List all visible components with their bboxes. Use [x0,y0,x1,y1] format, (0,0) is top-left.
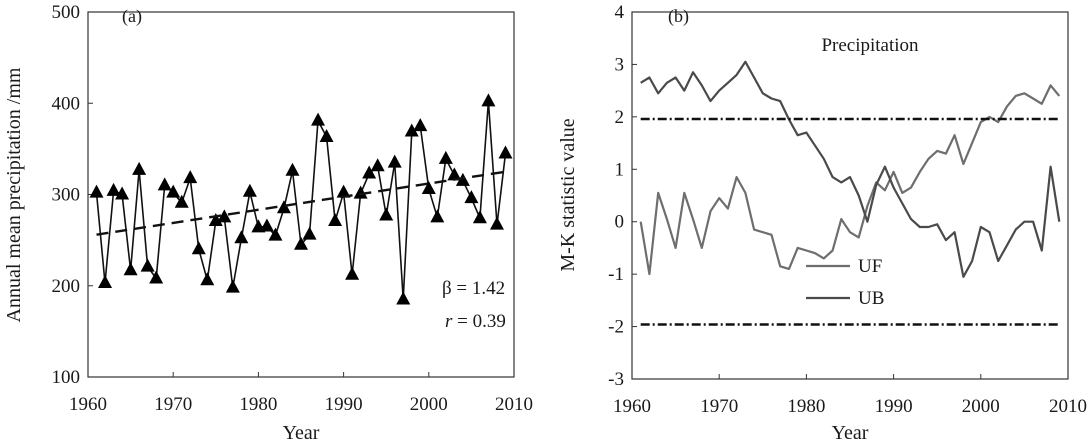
legend-ub-label: UB [858,288,884,309]
panel-a-r-annotation: r = 0.39 [445,311,506,332]
y-tick-label--2: -2 [608,317,624,338]
data-point-1990 [336,184,351,198]
data-point-2005 [464,190,479,204]
y-tick-label-2: 2 [615,107,625,128]
data-point-1973 [191,241,206,255]
x-tick-label-1960: 1960 [69,394,107,415]
panel-a-y-axis-title: Annual mean precipitation /mm [3,67,25,322]
legend-uf-label: UF [858,256,882,277]
panel-b-y-axis-title: M-K statistic value [557,118,579,271]
panel-b-legend: UF UB [806,256,884,309]
x-tick-label-1960: 1960 [613,396,651,417]
data-point-1988 [319,129,334,143]
series-line-annual-precipitation [95,100,507,301]
panel-a-r-value: = 0.39 [452,311,505,332]
x-tick-label-1970: 1970 [700,396,738,417]
panel-a-label: (a) [122,6,142,27]
panel-a-r-symbol: r [445,311,453,332]
data-point-1987 [311,112,326,126]
data-point-1993 [362,165,377,179]
y-tick-label-500: 500 [52,2,81,23]
y-tick-label-400: 400 [52,93,81,114]
data-point-1966 [132,161,147,175]
data-point-1992 [353,185,368,199]
panel-b-x-axis-title: Year [832,422,869,443]
x-tick-label-1980: 1980 [239,394,277,415]
series-line-ub [640,60,1061,278]
data-point-2006 [472,210,487,224]
data-point-2000 [421,181,436,195]
data-point-1997 [396,291,411,305]
data-point-1964 [115,186,130,200]
data-point-1982 [268,227,283,241]
data-point-1991 [345,266,360,280]
data-point-1999 [413,118,428,132]
data-point-1989 [328,212,343,226]
data-point-2001 [430,209,445,223]
panel-a-x-axis-title: Year [283,422,320,443]
data-point-1995 [379,207,394,221]
data-point-1998 [404,123,419,137]
panel-b-series [639,60,1061,326]
x-tick-label-1980: 1980 [787,396,825,417]
x-tick-label-2010: 2010 [1049,396,1087,417]
data-point-1977 [225,279,240,293]
data-point-1962 [98,275,113,289]
x-tick-label-1990: 1990 [325,394,363,415]
series-line-linear-trend [96,170,506,236]
data-point-1978 [234,230,249,244]
y-tick-label-4: 4 [615,2,625,23]
y-tick-label-200: 200 [52,276,81,297]
data-point-1986 [302,226,317,240]
data-point-1965 [123,262,138,276]
data-point-1971 [174,194,189,208]
panel-b-title: Precipitation [821,35,919,56]
x-tick-label-2000: 2000 [962,396,1000,417]
x-tick-label-2000: 2000 [410,394,448,415]
data-point-1974 [200,272,215,286]
data-point-1983 [276,200,291,214]
x-tick-label-1990: 1990 [875,396,913,417]
data-point-1996 [387,154,402,168]
data-point-2007 [481,93,496,107]
panel-b-tick-labels: 1960 1970 1980 1990 2000 2010 -3 -2 -1 0 1 2 3 4 [608,2,1087,417]
data-point-1976 [217,209,232,223]
data-point-1994 [370,158,385,172]
data-point-1963 [106,182,121,196]
data-point-1985 [294,236,308,250]
data-point-1972 [183,170,198,184]
panel-a-tick-labels: 1960 1970 1980 1990 2000 2010 100 200 300 400 500 [52,2,534,415]
data-point-1970 [166,184,181,198]
data-point-2009 [498,145,513,159]
x-tick-label-2010: 2010 [495,394,533,415]
data-point-1975 [208,212,223,226]
data-point-1967 [140,258,155,272]
panel-b-ticks [631,11,1069,380]
data-point-1979 [242,183,257,197]
y-tick-label-300: 300 [52,185,81,206]
data-point-1968 [149,270,164,284]
data-point-2003 [447,167,462,181]
data-point-1969 [157,177,172,191]
panel-a-precipitation-chart: 1960 1970 1980 1990 2000 2010100200300400500 … [3,2,533,443]
y-tick-label--1: -1 [608,264,624,285]
panel-a-series [89,93,513,305]
data-point-2008 [489,216,504,230]
y-tick-label-3: 3 [615,54,625,75]
y-tick-label-1: 1 [615,159,625,180]
y-tick-label--3: -3 [608,369,624,390]
x-tick-label-1970: 1970 [154,394,192,415]
panel-a-beta-annotation: β = 1.42 [442,278,505,299]
data-point-1961 [89,184,104,198]
panel-b-label: (b) [668,6,689,27]
panel-b-plot-frame [631,11,1069,380]
data-point-2002 [438,150,453,164]
series-line-uf [639,84,1061,276]
y-tick-label-0: 0 [615,212,625,233]
data-point-1984 [285,162,300,176]
data-point-1981 [259,218,274,232]
y-tick-label-100: 100 [52,367,81,388]
